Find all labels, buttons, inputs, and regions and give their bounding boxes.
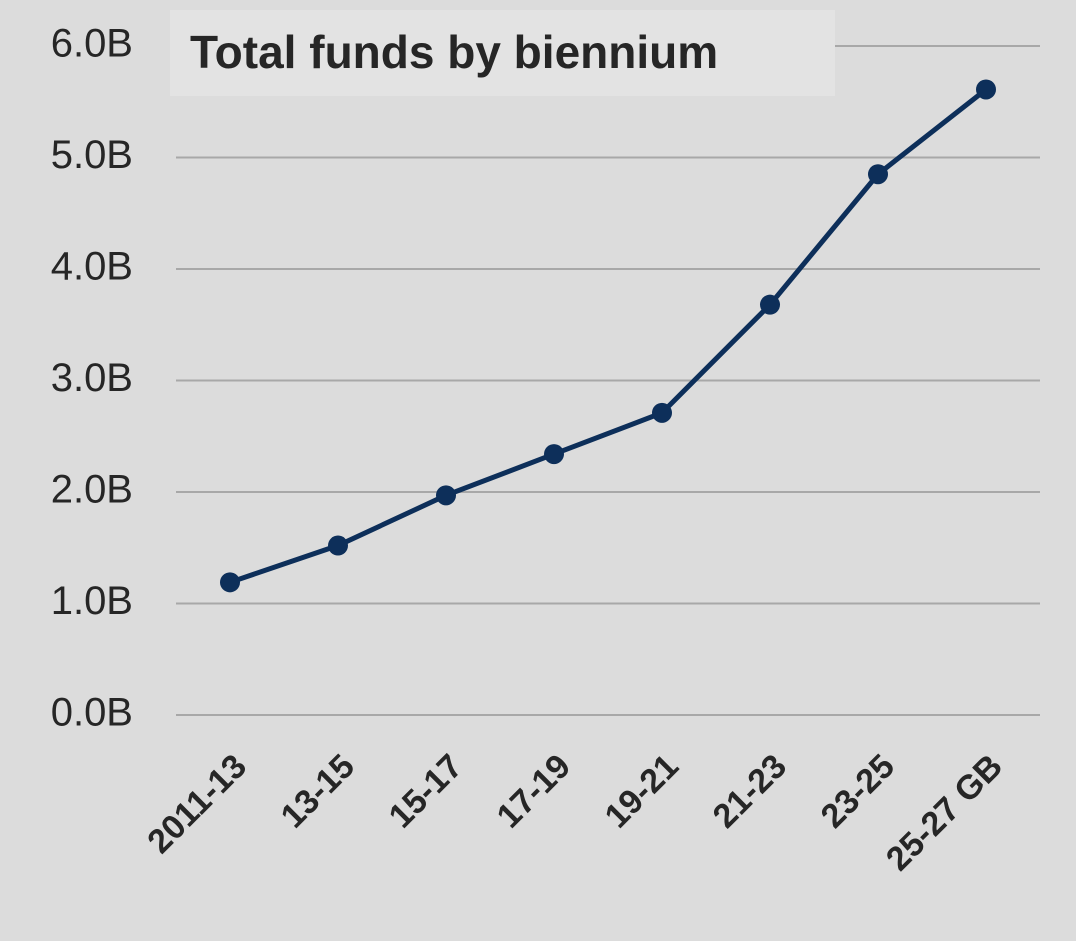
y-tick-label: 2.0B [51, 468, 133, 512]
data-point [760, 294, 780, 315]
title-box [170, 10, 835, 96]
data-point [328, 535, 348, 556]
data-point [436, 485, 456, 506]
data-point [220, 572, 240, 593]
y-tick-label: 4.0B [51, 245, 133, 289]
y-tick-label: 5.0B [51, 133, 133, 177]
chart-title: Total funds by biennium [190, 26, 718, 78]
y-tick-label: 1.0B [51, 579, 133, 623]
y-tick-label: 3.0B [51, 356, 133, 400]
y-tick-label: 0.0B [51, 691, 133, 735]
data-point [976, 79, 996, 100]
data-point [652, 402, 672, 423]
y-tick-label: 6.0B [51, 22, 133, 66]
data-point [544, 444, 564, 465]
series-line [229, 87, 988, 585]
data-point [868, 164, 888, 185]
